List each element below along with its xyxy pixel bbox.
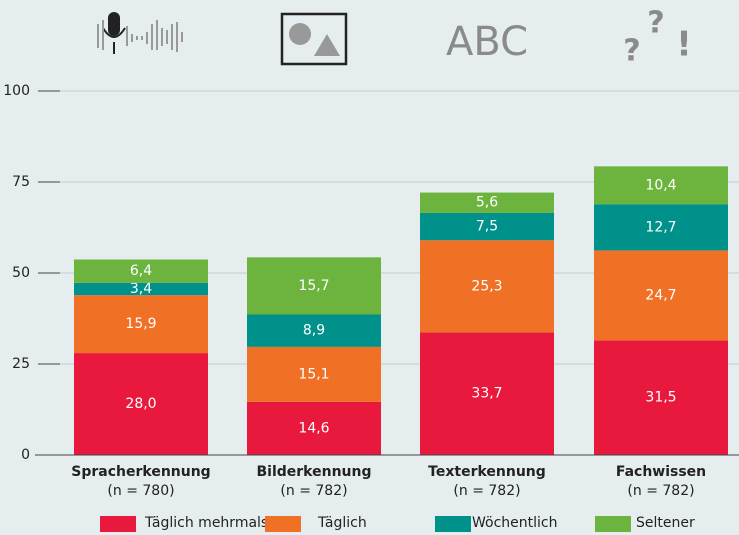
image-icon	[280, 12, 348, 66]
bar-segment	[74, 353, 208, 455]
value-label: 8,9	[303, 323, 325, 339]
bar-segment	[594, 166, 728, 205]
legend-swatch	[100, 516, 136, 532]
icon-text: !	[676, 25, 692, 65]
icon-text: ?	[647, 6, 664, 41]
legend-swatch	[435, 516, 471, 532]
value-label: 14,6	[298, 420, 329, 436]
mic-icon	[97, 12, 183, 54]
bar-segment	[247, 314, 381, 347]
bar-segment	[74, 282, 208, 296]
x-tick-label: Bilderkennung	[256, 464, 371, 480]
bar-segment	[247, 401, 381, 455]
bar-segment	[420, 332, 554, 455]
value-label: 25,3	[471, 278, 502, 294]
bar-segment	[594, 340, 728, 455]
category-note: (n = 782)	[453, 483, 520, 499]
category-note: (n = 782)	[280, 483, 347, 499]
legend-label: Seltener	[636, 515, 695, 531]
value-label: 6,4	[130, 263, 152, 279]
category-note: (n = 782)	[627, 483, 694, 499]
value-label: 15,7	[298, 278, 329, 294]
value-label: 15,9	[125, 316, 156, 332]
icon-text: ?	[623, 34, 640, 69]
legend-label: Täglich	[317, 515, 367, 531]
category-note: (n = 780)	[107, 483, 174, 499]
legend-swatch	[595, 516, 631, 532]
y-tick-label: 100	[3, 83, 30, 99]
y-tick-label: 75	[12, 174, 30, 190]
value-label: 24,7	[645, 287, 676, 303]
bar-segment	[74, 295, 208, 354]
bar-segment	[420, 240, 554, 333]
bar-segment	[247, 346, 381, 402]
bar-segment	[594, 204, 728, 251]
value-label: 10,4	[645, 177, 676, 193]
value-label: 28,0	[125, 396, 156, 412]
value-label: 3,4	[130, 281, 152, 297]
value-label: 31,5	[645, 390, 676, 406]
x-tick-label: Fachwissen	[616, 464, 706, 480]
legend-label: Wöchentlich	[472, 515, 557, 531]
value-label: 7,5	[476, 219, 498, 235]
bar-segment	[420, 192, 554, 213]
x-tick-label: Texterkennung	[428, 464, 546, 480]
legend-swatch	[265, 516, 301, 532]
value-label: 12,7	[645, 219, 676, 235]
bar-segment	[420, 212, 554, 241]
value-label: 5,6	[476, 195, 498, 211]
legend-label: Täglich mehrmals	[144, 515, 268, 531]
value-label: 15,1	[298, 366, 329, 382]
icon-text: ABC	[446, 19, 528, 65]
y-tick-label: 25	[12, 356, 30, 372]
bar-segment	[247, 257, 381, 315]
y-tick-label: 50	[12, 265, 30, 281]
y-tick-label: 0	[21, 447, 30, 463]
bar-segment	[594, 250, 728, 341]
value-label: 33,7	[471, 386, 502, 402]
bar-segment	[74, 259, 208, 283]
x-tick-label: Spracherkennung	[71, 464, 210, 480]
